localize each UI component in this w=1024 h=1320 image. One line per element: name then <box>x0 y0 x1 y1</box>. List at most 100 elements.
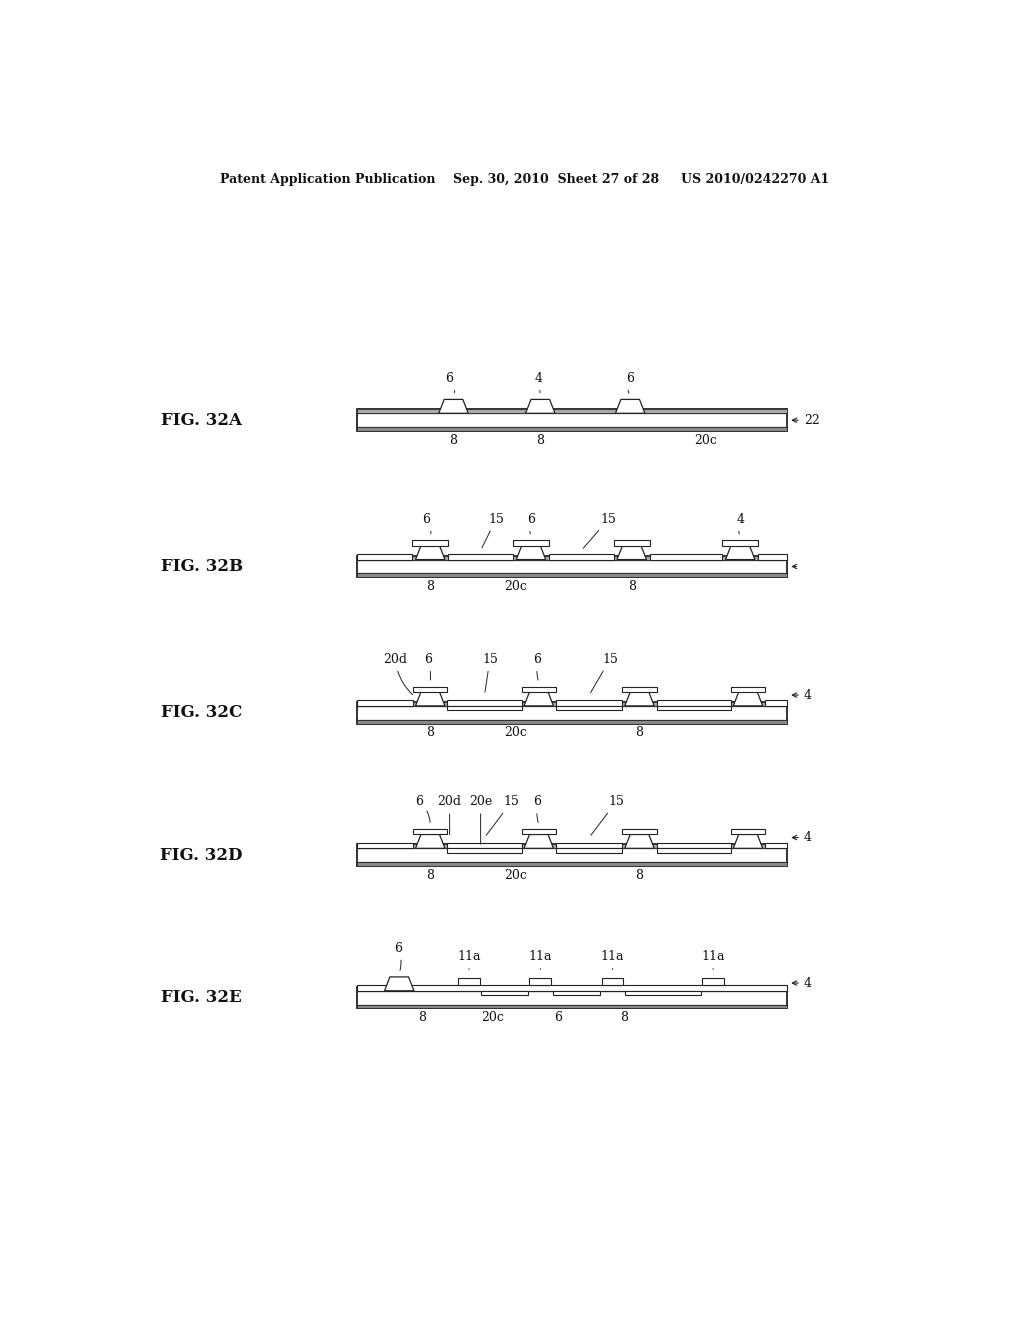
Text: 8: 8 <box>628 579 636 593</box>
Text: Patent Application Publication    Sep. 30, 2010  Sheet 27 of 28     US 2010/0242: Patent Application Publication Sep. 30, … <box>220 173 829 186</box>
Text: 11a: 11a <box>601 950 624 969</box>
Bar <box>758 554 786 560</box>
Bar <box>356 556 786 577</box>
Bar <box>356 843 414 849</box>
Text: 20c: 20c <box>504 726 527 739</box>
Bar <box>623 686 656 692</box>
Text: 22: 22 <box>793 413 819 426</box>
Text: 15: 15 <box>482 512 504 548</box>
Polygon shape <box>416 834 445 849</box>
Bar <box>356 1005 786 1008</box>
Text: 11a: 11a <box>701 950 725 969</box>
Polygon shape <box>617 545 646 560</box>
Polygon shape <box>625 692 654 706</box>
Text: FIG. 32B: FIG. 32B <box>161 558 243 576</box>
Bar <box>601 978 624 985</box>
Text: 6: 6 <box>424 653 432 680</box>
Bar <box>447 706 521 710</box>
Text: 11a: 11a <box>528 950 552 969</box>
Text: 6: 6 <box>554 1011 562 1024</box>
Bar <box>356 409 786 413</box>
Bar <box>447 701 521 706</box>
Polygon shape <box>416 692 445 706</box>
Text: FIG. 32D: FIG. 32D <box>161 846 243 863</box>
Bar <box>356 862 786 866</box>
Text: 6: 6 <box>445 372 455 393</box>
Bar <box>521 829 556 834</box>
Polygon shape <box>416 545 445 560</box>
Bar <box>702 978 724 985</box>
Bar <box>731 686 765 692</box>
Bar <box>765 701 786 706</box>
Bar <box>414 686 447 692</box>
Bar <box>656 849 731 853</box>
Text: 15: 15 <box>486 795 519 836</box>
Text: 4: 4 <box>793 977 812 990</box>
Text: 20c: 20c <box>504 579 527 593</box>
Text: 6: 6 <box>534 795 542 822</box>
Bar <box>556 706 623 710</box>
Bar <box>614 540 649 545</box>
Bar <box>356 428 786 430</box>
Polygon shape <box>385 977 414 991</box>
Polygon shape <box>516 545 546 560</box>
Text: 8: 8 <box>450 434 458 446</box>
Bar <box>356 985 786 991</box>
Bar <box>356 409 786 430</box>
Text: 8: 8 <box>426 869 434 882</box>
Text: 4: 4 <box>736 512 744 533</box>
Bar <box>529 978 551 985</box>
Bar <box>356 845 786 849</box>
Text: 4: 4 <box>793 689 812 702</box>
Bar <box>356 987 786 991</box>
Bar <box>447 843 521 849</box>
Text: 8: 8 <box>537 434 545 446</box>
Bar <box>356 556 786 560</box>
Bar <box>549 554 614 560</box>
Text: 8: 8 <box>636 869 643 882</box>
Bar <box>513 540 549 545</box>
Text: 4: 4 <box>793 832 812 843</box>
Bar <box>656 843 731 849</box>
Polygon shape <box>625 834 654 849</box>
Text: 8: 8 <box>620 1011 628 1024</box>
Bar <box>356 845 786 866</box>
Bar <box>556 849 623 853</box>
Bar <box>656 706 731 710</box>
Polygon shape <box>733 834 763 849</box>
Text: 15: 15 <box>584 512 616 548</box>
Text: 15: 15 <box>482 653 498 693</box>
Text: 6: 6 <box>627 372 634 393</box>
Bar <box>656 701 731 706</box>
Bar <box>449 554 513 560</box>
Text: FIG. 32C: FIG. 32C <box>161 705 243 721</box>
Bar <box>356 702 786 706</box>
Bar <box>765 843 786 849</box>
Bar <box>481 991 528 995</box>
Bar <box>356 702 786 723</box>
Text: 6: 6 <box>415 795 430 822</box>
Bar <box>356 554 413 560</box>
Bar <box>553 991 600 995</box>
Bar <box>556 701 623 706</box>
Text: 4: 4 <box>535 372 543 393</box>
Text: 6: 6 <box>422 512 431 533</box>
Text: 20c: 20c <box>504 869 527 882</box>
Bar <box>625 991 700 995</box>
Bar <box>414 829 447 834</box>
Text: 20c: 20c <box>694 434 717 446</box>
Text: 6: 6 <box>534 653 542 680</box>
Text: 15: 15 <box>591 795 625 836</box>
Text: 11a: 11a <box>458 950 480 969</box>
Text: 8: 8 <box>636 726 643 739</box>
Text: 6: 6 <box>393 941 401 970</box>
Bar <box>356 987 786 1008</box>
Text: 8: 8 <box>426 579 434 593</box>
Bar <box>356 573 786 577</box>
Polygon shape <box>525 400 555 413</box>
Text: 20c: 20c <box>481 1011 504 1024</box>
Text: FIG. 32E: FIG. 32E <box>161 989 242 1006</box>
Polygon shape <box>438 400 468 413</box>
Polygon shape <box>615 400 645 413</box>
Polygon shape <box>524 834 554 849</box>
